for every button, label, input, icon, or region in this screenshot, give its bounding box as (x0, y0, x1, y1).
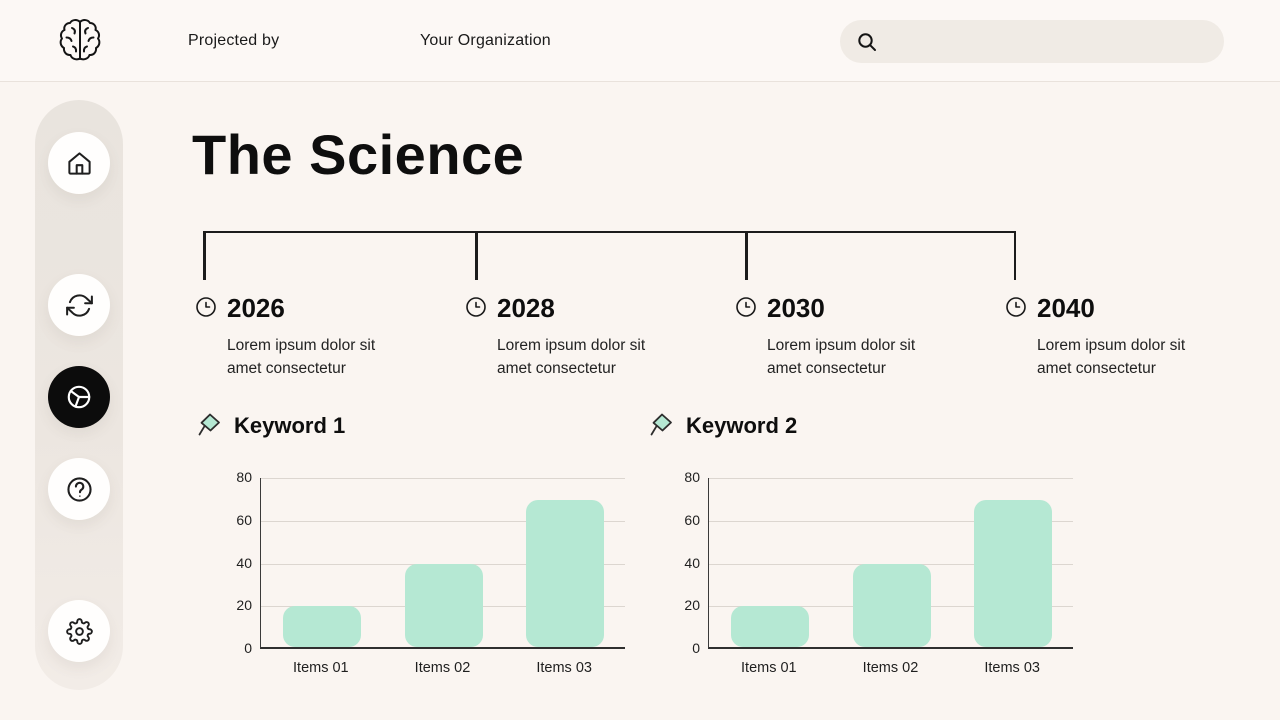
home-icon (67, 151, 91, 175)
pie-chart-icon (67, 385, 91, 409)
milestone-description: Lorem ipsum dolor sit amet consectetur (497, 337, 646, 377)
projected-by-label: Projected by (188, 32, 280, 49)
pin-icon (195, 412, 222, 439)
sidebar-item-home[interactable] (48, 132, 110, 194)
clock-icon (1005, 296, 1027, 318)
timeline-tick (1013, 233, 1016, 280)
chart-plot-area (708, 478, 1073, 649)
x-axis-category-label: Items 03 (536, 660, 592, 676)
bar-Items 01 (282, 606, 361, 647)
milestone-description: Lorem ipsum dolor sit amet consectetur (767, 337, 916, 377)
gridline (709, 520, 1073, 522)
milestone-year: 2040 (1037, 293, 1095, 323)
sidebar-nav (35, 100, 123, 690)
top-bar: Projected by Your Organization (0, 0, 1280, 82)
milestone-year: 2026 (227, 293, 285, 323)
page-title: The Science (192, 123, 525, 186)
organization-label: Your Organization (420, 32, 551, 49)
bar-Items 03 (974, 499, 1053, 647)
milestone-description: Lorem ipsum dolor sit amet consectetur (1037, 337, 1186, 377)
keyword-2-header: Keyword 2 (647, 412, 797, 439)
help-icon (66, 476, 92, 502)
y-axis-tick-label: 60 (236, 511, 252, 528)
timeline-tick (475, 233, 478, 280)
y-axis-tick-label: 80 (236, 469, 252, 485)
y-axis-tick-label: 40 (236, 554, 252, 571)
search-icon (858, 32, 876, 51)
bar-Items 02 (852, 563, 931, 647)
sidebar-item-pie-chart[interactable] (48, 366, 110, 428)
gear-icon (65, 617, 93, 645)
timeline-bracket (203, 231, 1016, 280)
x-axis-category-label: Items 01 (293, 660, 349, 676)
milestone-year: 2030 (767, 293, 825, 323)
refresh-icon (65, 293, 93, 317)
sidebar-item-help[interactable] (48, 458, 110, 520)
milestone-description: Lorem ipsum dolor sit amet consectetur (227, 337, 376, 377)
milestone-year: 2028 (497, 293, 555, 323)
x-axis-category-label: Items 01 (741, 660, 797, 676)
clock-icon (195, 296, 217, 318)
sidebar-item-refresh[interactable] (48, 274, 110, 336)
y-axis-tick-label: 40 (684, 554, 700, 571)
keyword-2-label: Keyword 2 (686, 412, 798, 438)
y-axis-tick-label: 0 (692, 640, 700, 656)
y-axis-tick-label: 0 (244, 640, 252, 656)
gridline (261, 520, 625, 522)
timeline-tick (203, 233, 206, 280)
keyword-1-label: Keyword 1 (234, 412, 346, 438)
keyword-2-bar-chart: 0 20 40 60 80 Items 01 Items 02 Items 03 (676, 468, 1086, 683)
chart-plot-area (260, 478, 625, 649)
bar-Items 01 (730, 606, 809, 647)
pin-icon (647, 412, 674, 439)
x-axis-category-label: Items 03 (984, 660, 1040, 676)
timeline-tick (745, 233, 748, 280)
y-axis-tick-label: 20 (236, 597, 252, 614)
bar-Items 02 (404, 563, 483, 647)
x-axis-category-label: Items 02 (862, 660, 919, 676)
clock-icon (465, 296, 487, 318)
brain-logo-icon (54, 14, 106, 68)
gridline (709, 478, 1073, 479)
x-axis-category-label: Items 02 (414, 660, 471, 676)
gridline (261, 478, 625, 479)
search-input[interactable] (886, 20, 1224, 63)
y-axis-tick-label: 60 (684, 511, 700, 528)
bar-Items 03 (526, 499, 605, 647)
search-bar[interactable] (840, 20, 1224, 63)
y-axis-tick-label: 20 (684, 597, 700, 614)
y-axis-tick-label: 80 (684, 469, 700, 485)
clock-icon (735, 296, 757, 318)
keyword-1-header: Keyword 1 (195, 412, 345, 439)
sidebar-item-settings[interactable] (48, 600, 110, 662)
keyword-1-bar-chart: 0 20 40 60 80 Items 01 Items 02 Items 03 (228, 468, 638, 683)
